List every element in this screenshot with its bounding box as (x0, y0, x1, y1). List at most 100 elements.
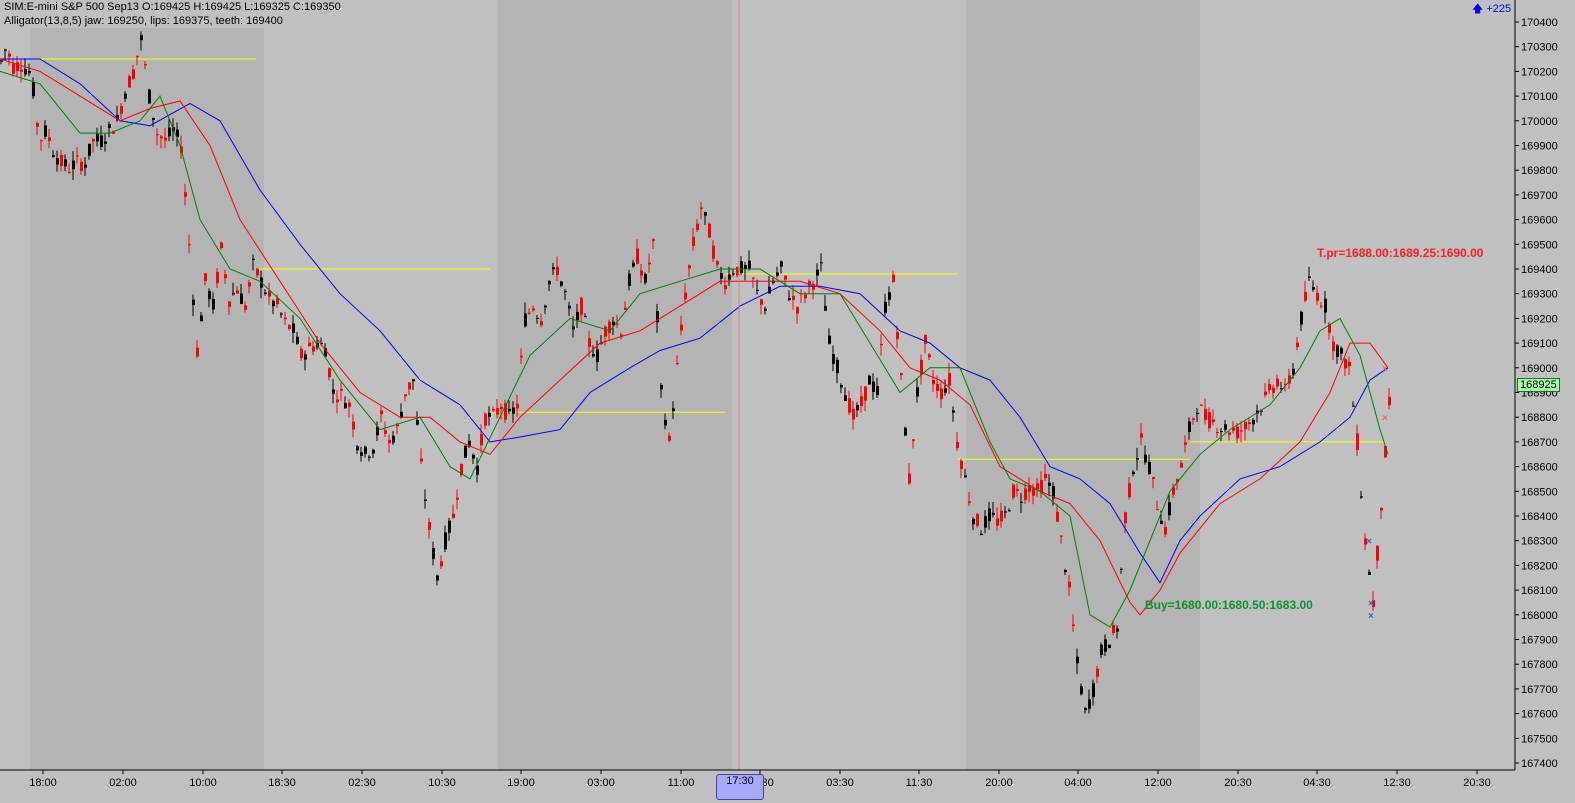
candle (1184, 435, 1187, 453)
candle-body (1024, 488, 1027, 500)
candle-body (1300, 311, 1303, 325)
candle (1084, 706, 1087, 714)
candle (980, 530, 983, 536)
time-tick-label: 02:00 (109, 777, 137, 789)
candle-body (968, 501, 971, 504)
time-cursor-label[interactable]: 17:30 (716, 774, 764, 800)
candle (1172, 483, 1175, 498)
candle-body (792, 295, 795, 301)
candle-body (1100, 644, 1103, 655)
candle (752, 277, 755, 289)
candle (1316, 285, 1319, 305)
time-ticks: 18:00 02:00 10:00 18:30 02:30 10:30 19:00 03:00… (29, 770, 1491, 789)
candle-body (188, 244, 191, 246)
candle (552, 262, 555, 275)
price-tick-label: 169700 (1521, 190, 1558, 202)
candle-body (420, 458, 423, 462)
candle-body (836, 359, 839, 374)
candle (1384, 445, 1387, 458)
price-tick-label: 167700 (1521, 684, 1558, 696)
candle (952, 406, 955, 422)
candle-body (1204, 408, 1207, 421)
candle-body (1340, 348, 1343, 354)
candle-body (32, 82, 35, 97)
candle-body (216, 271, 219, 284)
candle (1140, 423, 1143, 446)
candle-body (280, 313, 283, 315)
candle-body (884, 301, 887, 314)
candle-body (1128, 483, 1131, 498)
candle-body (232, 292, 235, 295)
candle-body (1096, 668, 1099, 677)
candle-body (1316, 292, 1319, 301)
candle-body (924, 334, 927, 344)
candle (192, 294, 195, 317)
candle-body (1360, 496, 1363, 498)
candle (1056, 503, 1059, 522)
candle-body (856, 405, 859, 411)
candle (828, 328, 831, 345)
candle (536, 314, 539, 324)
candle-body (244, 305, 247, 310)
time-tick-label: 20:00 (985, 777, 1013, 789)
candle-body (336, 399, 339, 403)
candle (940, 379, 943, 408)
price-tick-label: 167500 (1521, 733, 1558, 745)
candle (32, 77, 35, 99)
candle (1252, 418, 1255, 432)
candle-body (468, 440, 471, 447)
candle-body (16, 62, 19, 72)
candle (832, 345, 835, 372)
candle-body (580, 297, 583, 315)
candle-body (436, 575, 439, 581)
candle-body (820, 262, 823, 264)
candle (268, 282, 271, 305)
candle-body (440, 561, 443, 567)
top-right-badge[interactable]: 🡅 +225 (1472, 0, 1511, 19)
candle (8, 50, 11, 66)
candle-body (44, 125, 47, 137)
candle (968, 492, 971, 507)
candle-body (152, 118, 155, 121)
candle (380, 406, 383, 423)
candle-body (676, 363, 679, 365)
candle (48, 128, 51, 149)
candle (0, 59, 3, 65)
candle (248, 279, 251, 294)
candle (724, 276, 727, 295)
candle (500, 403, 503, 420)
candle (352, 414, 355, 438)
candle-body (136, 55, 139, 57)
candle-body (632, 262, 635, 267)
candle-body (200, 315, 203, 322)
candle-body (1288, 375, 1291, 384)
candle (1372, 591, 1375, 611)
candle-body (948, 373, 951, 386)
candle (64, 154, 67, 172)
time-tick-label: 18:00 (29, 777, 57, 789)
candle-body (252, 258, 255, 260)
candle (216, 268, 219, 288)
candle (264, 288, 267, 296)
candle (1128, 476, 1131, 500)
candle-body (176, 129, 179, 138)
candle-body (808, 280, 811, 286)
candle-body (740, 261, 743, 273)
candle-body (704, 212, 707, 216)
candle (1224, 419, 1227, 433)
price-axis-panel[interactable] (1515, 0, 1575, 798)
candle (732, 269, 735, 277)
candle-body (1216, 432, 1219, 434)
candle-body (424, 499, 427, 501)
candle-body (624, 307, 627, 311)
session-shading (30, 0, 1200, 770)
candle-body (1140, 433, 1143, 438)
candle (104, 133, 107, 152)
candle (368, 455, 371, 462)
candle (1360, 490, 1363, 500)
candle (1212, 409, 1215, 426)
candle (1044, 463, 1047, 481)
candle (628, 269, 631, 291)
